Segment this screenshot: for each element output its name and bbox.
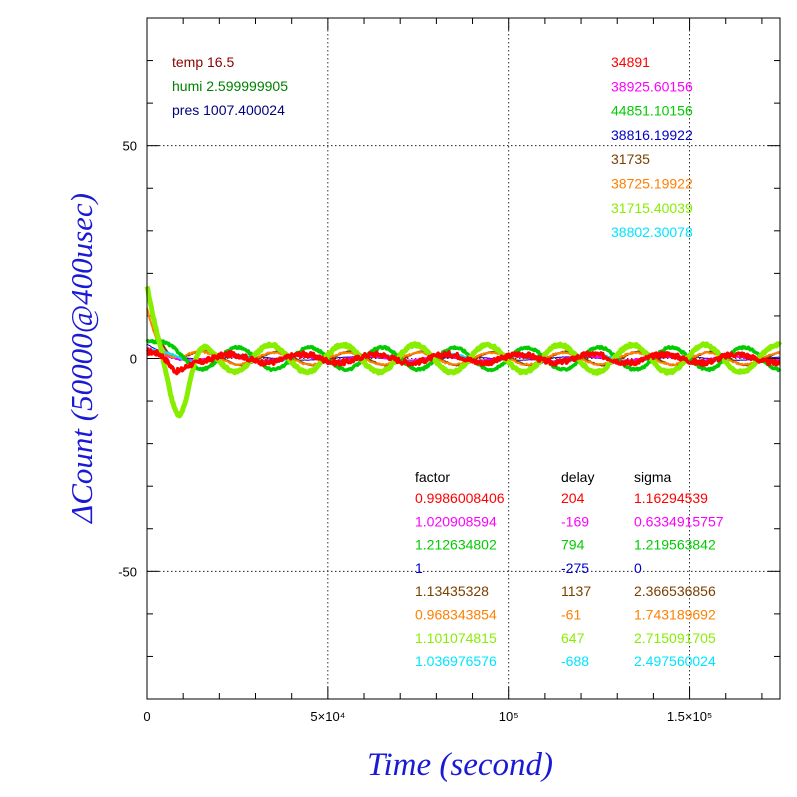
- environment-label: humi 2.599999905: [172, 78, 288, 94]
- stats-factor: 1.101074815: [415, 630, 497, 646]
- x-tick-label: 0: [143, 709, 150, 724]
- stats-sigma: 1.743189692: [634, 607, 716, 623]
- x-tick-label: 1.5×10⁵: [667, 709, 713, 724]
- stats-delay: -275: [561, 560, 589, 576]
- y-tick-label: 50: [123, 139, 137, 154]
- stats-header: factor: [415, 469, 450, 485]
- stats-sigma: 2.715091705: [634, 630, 716, 646]
- count-label: 31715.40039: [611, 200, 693, 216]
- series-line: [146, 348, 781, 376]
- stats-header: sigma: [634, 469, 672, 485]
- count-label: 44851.10156: [611, 103, 693, 119]
- environment-labels: temp 16.5 humi 2.599999905 pres 1007.40002…: [172, 54, 288, 118]
- stats-delay: 1137: [561, 583, 591, 599]
- y-axis-label: ΔCount (50000@400usec): [64, 193, 99, 525]
- count-label: 38925.60156: [611, 78, 693, 94]
- x-tick-label: 5×10⁴: [310, 709, 345, 724]
- stats-delay: 204: [561, 490, 585, 506]
- stats-delay: 647: [561, 630, 585, 646]
- stats-factor: 0.9986008406: [415, 490, 505, 506]
- stats-table: factor delay sigma 0.9986008406 204 1.1629453…: [415, 469, 724, 669]
- count-label: 38725.19922: [611, 176, 693, 192]
- stats-sigma: 1.219563842: [634, 537, 716, 553]
- stats-factor: 1.020908594: [415, 513, 497, 529]
- stats-delay: 794: [561, 537, 585, 553]
- y-tick-label: -50: [118, 564, 137, 579]
- count-label: 34891: [611, 54, 650, 70]
- axis-ticks: [146, 17, 780, 700]
- stats-delay: -688: [561, 653, 589, 669]
- stats-factor: 1.036976576: [415, 653, 497, 669]
- stats-sigma: 2.497560024: [634, 653, 716, 669]
- stats-delay: -169: [561, 513, 589, 529]
- count-label: 38802.30078: [611, 224, 693, 240]
- count-label: 38816.19922: [611, 127, 693, 143]
- stats-sigma: 0.6334915757: [634, 513, 724, 529]
- y-tick-label: 0: [130, 352, 137, 367]
- count-labels: 34891 38925.60156 44851.10156 38816.19922 31…: [611, 54, 693, 240]
- stats-header: delay: [561, 469, 594, 485]
- count-label: 31735: [611, 151, 650, 167]
- stats-delay: -61: [561, 607, 581, 623]
- stats-sigma: 0: [634, 560, 642, 576]
- environment-label: pres 1007.400024: [172, 102, 285, 118]
- stats-factor: 0.968343854: [415, 607, 497, 623]
- x-tick-label: 10⁵: [499, 709, 519, 724]
- stats-factor: 1: [415, 560, 423, 576]
- stats-sigma: 2.366536856: [634, 583, 716, 599]
- environment-label: temp 16.5: [172, 54, 234, 70]
- stats-factor: 1.13435328: [415, 583, 489, 599]
- plot-frame: [146, 17, 781, 700]
- stats-factor: 1.212634802: [415, 537, 497, 553]
- x-axis-label: Time (second): [367, 747, 553, 783]
- tick-labels: 0 5×10⁴ 10⁵ 1.5×10⁵ -50 0 50: [118, 139, 712, 724]
- stats-sigma: 1.16294539: [634, 490, 708, 506]
- series-lines: [144, 285, 783, 419]
